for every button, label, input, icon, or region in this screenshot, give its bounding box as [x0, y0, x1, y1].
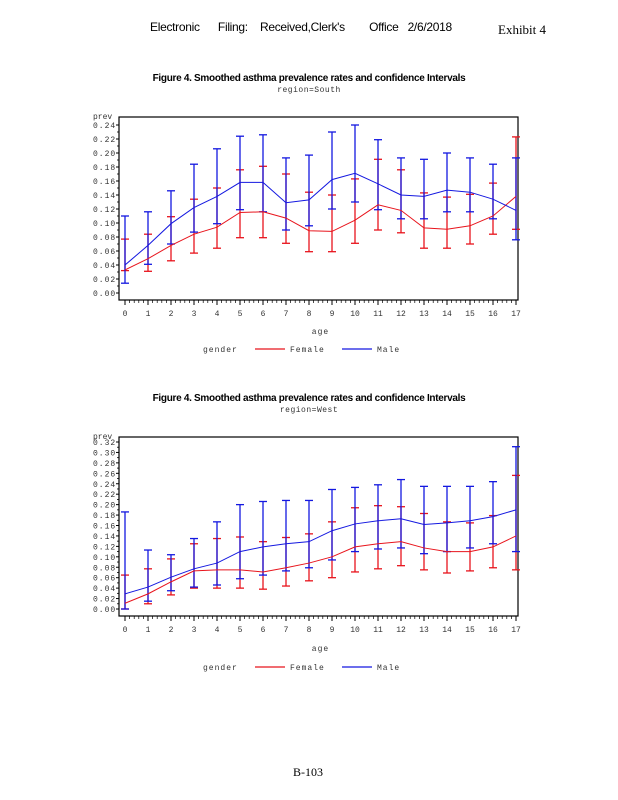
y-tick-label: 0.04	[93, 262, 116, 271]
x-tick-label: 6	[261, 626, 266, 635]
x-tick-label: 13	[419, 626, 429, 635]
y-tick-label: 0.08	[93, 234, 116, 243]
x-tick-label: 14	[442, 626, 452, 635]
y-tick-label: 0.02	[93, 276, 116, 285]
series-line-female	[124, 196, 517, 271]
x-tick-label: 7	[284, 626, 289, 635]
y-tick-label: 0.30	[93, 449, 116, 458]
header-part: Filing:	[217, 20, 248, 34]
exhibit-label: Exhibit 4	[498, 22, 547, 37]
y-tick-label: 0.18	[93, 164, 116, 173]
chart-1-subtitle: region=South	[277, 86, 341, 95]
legend-title: gender	[203, 664, 238, 673]
x-tick-label: 2	[169, 310, 174, 319]
x-tick-label: 12	[396, 310, 406, 319]
y-tick-label: 0.20	[93, 502, 116, 511]
x-tick-label: 9	[330, 626, 335, 635]
chart-2-title: Figure 4. Smoothed asthma prevalence rat…	[152, 393, 466, 404]
chart-2-subtitle: region=West	[279, 406, 339, 415]
legend-title: gender	[203, 346, 238, 355]
filing-header: Electronic Filing: Received,Clerk's Offi…	[150, 20, 452, 34]
y-tick-label: 0.16	[93, 523, 116, 532]
x-tick-label: 16	[488, 310, 498, 319]
y-tick-label: 0.32	[93, 439, 116, 448]
y-tick-label: 0.00	[93, 290, 116, 299]
x-tick-label: 12	[396, 626, 406, 635]
header-part: Office	[369, 20, 399, 34]
header-part: 2/6/2018	[407, 20, 453, 34]
y-axis-label: prev	[93, 433, 112, 442]
y-tick-label: 0.24	[93, 481, 116, 490]
y-tick-label: 0.26	[93, 470, 116, 479]
x-tick-label: 10	[350, 626, 360, 635]
y-tick-label: 0.28	[93, 460, 116, 469]
x-tick-label: 16	[488, 626, 498, 635]
x-tick-label: 17	[511, 626, 521, 635]
legend-label-female: Female	[290, 346, 325, 355]
y-tick-label: 0.12	[93, 543, 116, 552]
x-axis-label: age	[312, 328, 329, 337]
legend-label-male: Male	[377, 664, 400, 673]
x-tick-label: 9	[330, 310, 335, 319]
x-tick-label: 13	[419, 310, 429, 319]
header-part: Electronic	[150, 20, 200, 34]
x-tick-label: 1	[146, 626, 151, 635]
x-tick-label: 4	[215, 626, 220, 635]
x-tick-label: 1	[146, 310, 151, 319]
plot-frame	[118, 436, 519, 617]
x-tick-label: 8	[307, 310, 312, 319]
y-tick-label: 0.14	[93, 533, 116, 542]
x-tick-label: 5	[238, 310, 243, 319]
x-tick-label: 11	[373, 310, 383, 319]
x-tick-label: 15	[465, 626, 475, 635]
x-tick-label: 6	[261, 310, 266, 319]
y-tick-label: 0.00	[93, 606, 116, 615]
header-part: Received,Clerk's	[259, 20, 345, 34]
y-tick-label: 0.22	[93, 136, 116, 145]
x-tick-label: 2	[169, 626, 174, 635]
chart-west: prev 0.000.02 0.040.06 0.080.10 0.120.140.16…	[93, 433, 521, 673]
y-tick-label: 0.16	[93, 178, 116, 187]
x-tick-label: 5	[238, 626, 243, 635]
x-tick-label: 8	[307, 626, 312, 635]
legend-label-female: Female	[290, 664, 325, 673]
y-tick-label: 0.12	[93, 206, 116, 215]
series-line-male	[124, 509, 517, 595]
x-tick-label: 10	[350, 310, 360, 319]
y-tick-label: 0.14	[93, 192, 116, 201]
x-tick-label: 3	[192, 626, 197, 635]
x-tick-label: 0	[123, 626, 128, 635]
x-tick-label: 15	[465, 310, 475, 319]
chart-1-title: Figure 4. Smoothed asthma prevalence rat…	[152, 73, 466, 84]
y-tick-label: 0.04	[93, 585, 116, 594]
y-tick-label: 0.10	[93, 220, 116, 229]
y-tick-label: 0.06	[93, 575, 116, 584]
y-tick-label: 0.06	[93, 248, 116, 257]
y-tick-label: 0.10	[93, 554, 116, 563]
series-line-male	[124, 172, 517, 266]
chart-south: prev 0.00 0.02 0.04 0.06 0.08 0.10 0.12 0.14 0.16…	[93, 113, 521, 355]
x-tick-label: 3	[192, 310, 197, 319]
page-number: B-103	[293, 765, 323, 779]
y-tick-label: 0.20	[93, 150, 116, 159]
x-tick-label: 17	[511, 310, 521, 319]
series-line-female	[124, 535, 517, 604]
x-tick-label: 14	[442, 310, 452, 319]
x-axis-label: age	[312, 645, 329, 654]
x-tick-label: 4	[215, 310, 220, 319]
y-tick-label: 0.18	[93, 512, 116, 521]
y-tick-label: 0.22	[93, 491, 116, 500]
y-tick-label: 0.08	[93, 564, 116, 573]
legend-label-male: Male	[377, 346, 400, 355]
y-tick-label: 0.24	[93, 122, 116, 131]
x-tick-label: 0	[123, 310, 128, 319]
y-axis-label: prev	[93, 113, 112, 122]
x-tick-label: 11	[373, 626, 383, 635]
x-tick-label: 7	[284, 310, 289, 319]
y-tick-label: 0.02	[93, 596, 116, 605]
